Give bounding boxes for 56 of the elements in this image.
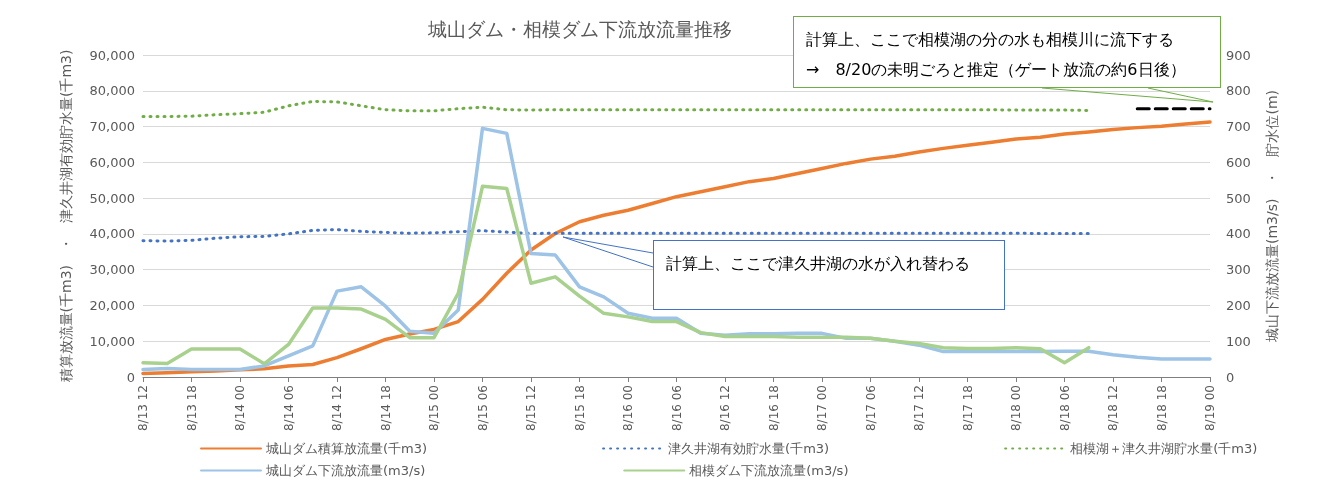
y2-tick-label: 900 — [1226, 47, 1251, 63]
legend-label: 城山ダム下流放流量(m3/s) — [265, 463, 426, 478]
y-axis-title: 積算放流量(千m3) ・ 津久井湖有効貯水量(千m3) — [58, 49, 74, 383]
y-tick-label: 50,000 — [89, 190, 135, 206]
legend-label: 津久井湖有効貯水量(千m3) — [668, 441, 830, 456]
line-series — [141, 184, 1091, 366]
x-tick-label: 8/13 12 — [136, 385, 150, 432]
y2-tick-label: 800 — [1226, 83, 1251, 99]
y-tick-label: 90,000 — [89, 47, 135, 63]
line-series — [141, 228, 1091, 243]
y2-tick-label: 200 — [1226, 297, 1251, 313]
x-tick-label: 8/17 12 — [912, 385, 926, 432]
y-tick-label: 80,000 — [89, 83, 135, 99]
x-tick-label: 8/16 00 — [621, 385, 635, 432]
x-tick-label: 8/19 00 — [1203, 385, 1217, 432]
x-tick-label: 8/14 18 — [378, 385, 393, 432]
y2-tick-label: 600 — [1226, 154, 1251, 170]
x-tick-label: 8/14 12 — [330, 385, 344, 432]
x-tick-label: 8/15 00 — [427, 385, 441, 432]
y-tick-label: 40,000 — [89, 226, 135, 242]
x-tick-label: 8/15 06 — [475, 385, 490, 432]
y2-tick-label: 400 — [1226, 226, 1251, 242]
x-tick-label: 8/17 18 — [960, 385, 975, 432]
y2-tick-label: 0 — [1226, 369, 1235, 385]
x-tick-label: 8/15 18 — [572, 385, 587, 432]
chart-title: 城山ダム・相模ダム下流放流量推移 — [427, 17, 732, 40]
y-tick-label: 30,000 — [89, 262, 135, 278]
x-tick-label: 8/13 18 — [184, 385, 199, 432]
y-tick-label: 10,000 — [89, 333, 135, 349]
y2-axis-title: 城山下流放流量(m3/s) ・ 貯水位(m) — [1264, 89, 1280, 344]
legend-label: 相模ダム下流放流量(m3/s) — [689, 463, 849, 478]
y-tick-label: 70,000 — [89, 119, 135, 135]
y2-tick-label: 100 — [1226, 333, 1251, 349]
x-tick-label: 8/18 18 — [1154, 385, 1169, 432]
x-tick-label: 8/14 06 — [281, 385, 296, 432]
x-tick-label: 8/17 06 — [863, 385, 878, 432]
y-tick-label: 60,000 — [89, 154, 135, 170]
x-tick-label: 8/16 12 — [718, 385, 732, 432]
x-tick-label: 8/17 00 — [815, 385, 829, 432]
legend-label: 相模湖＋津久井湖貯水量(千m3) — [1070, 441, 1258, 456]
x-tick-label: 8/18 12 — [1106, 385, 1120, 432]
callout-box: 計算上、ここで津久井湖の水が入れ替わる — [653, 240, 1005, 310]
x-tick-label: 8/16 18 — [766, 385, 781, 432]
y2-tick-label: 700 — [1226, 119, 1251, 135]
legend-label: 城山ダム積算放流量(千m3) — [265, 441, 428, 456]
y2-tick-label: 500 — [1226, 190, 1251, 206]
callout-box: 計算上、ここで相模湖の分の水も相模川に流下する → 8/20の未明ごろと推定（ゲート放流の約6日後） — [793, 16, 1221, 88]
x-tick-label: 8/14 00 — [233, 385, 247, 432]
x-tick-label: 8/18 06 — [1057, 385, 1072, 432]
y-tick-label: 0 — [126, 369, 135, 385]
x-tick-label: 8/15 12 — [524, 385, 538, 432]
y2-tick-label: 300 — [1226, 262, 1251, 278]
y-tick-label: 20,000 — [89, 297, 135, 313]
x-tick-label: 8/16 06 — [669, 385, 684, 432]
line-series — [141, 100, 1091, 119]
x-tick-label: 8/18 00 — [1009, 385, 1023, 432]
